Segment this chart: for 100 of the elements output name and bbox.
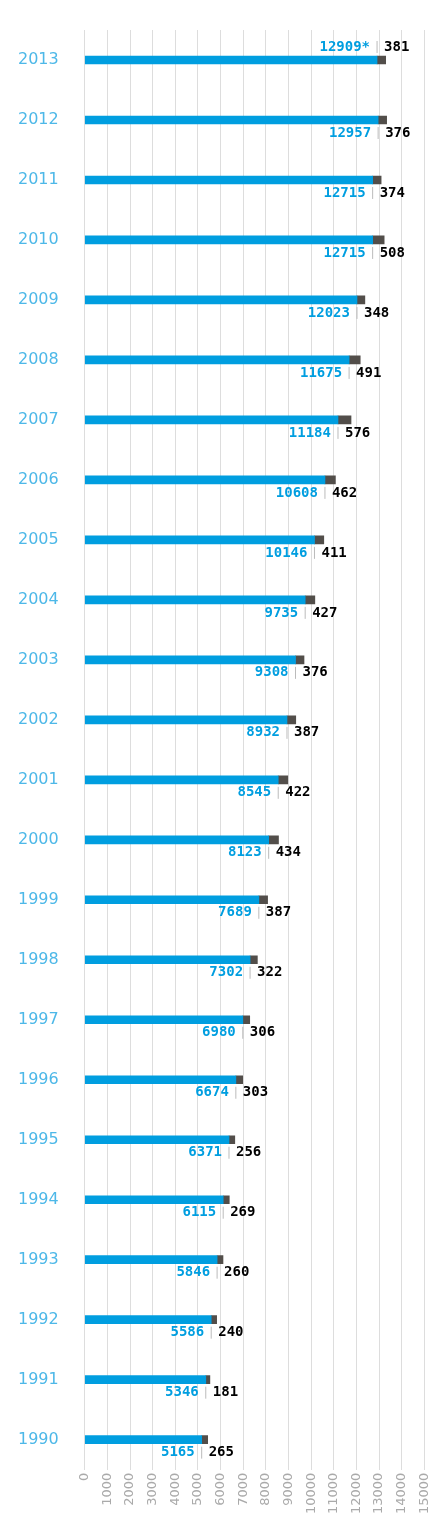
y-tick-label: 2010: [18, 229, 59, 249]
data-label: 348: [363, 303, 390, 320]
data-label: 8932: [246, 723, 280, 740]
bar: [201, 1435, 209, 1444]
data-label: 491: [356, 363, 382, 380]
data-label: 427: [312, 603, 338, 620]
bar: [84, 895, 260, 905]
data-label: 322: [257, 963, 283, 980]
data-label: 387: [293, 723, 320, 740]
y-tick-label: 1998: [18, 948, 59, 968]
bar: [84, 535, 315, 545]
bar: [216, 1255, 224, 1265]
x-tick-label: 6000: [211, 1472, 227, 1506]
data-label: 265: [208, 1443, 234, 1460]
data-label: 9735: [264, 603, 299, 620]
bar: [84, 235, 373, 245]
bar: [268, 835, 279, 845]
data-label: 411: [321, 543, 347, 560]
bar: [84, 715, 288, 725]
bar: [84, 115, 379, 125]
bar: [84, 1315, 212, 1325]
y-tick-label: 2005: [18, 529, 59, 549]
bar: [84, 1135, 230, 1145]
x-tick-label: 14000: [393, 1472, 409, 1514]
y-tick-label: 1999: [18, 888, 59, 908]
y-tick-label: 2001: [18, 768, 59, 788]
bar: [84, 1015, 244, 1025]
data-label: 306: [249, 1023, 276, 1040]
x-tick-label: 1000: [98, 1472, 114, 1506]
data-label: 387: [265, 903, 292, 920]
y-tick-label: 1997: [18, 1008, 59, 1028]
bar: [249, 955, 258, 965]
y-tick-label: 2004: [18, 589, 59, 609]
data-label: 374: [379, 183, 405, 200]
data-label: 434: [275, 843, 301, 860]
data-label: 6371: [188, 1143, 222, 1160]
data-label: 422: [285, 783, 311, 800]
data-label: 5586: [170, 1323, 205, 1340]
x-tick-label: 0: [76, 1472, 92, 1481]
x-tick-label: 10000: [302, 1472, 318, 1514]
data-label: 12715: [323, 243, 366, 260]
data-label: 10146: [265, 543, 308, 560]
bar: [84, 775, 279, 785]
bar: [84, 1195, 224, 1205]
bar: [348, 355, 361, 365]
data-label: 12715: [323, 183, 366, 200]
x-tick-label: 4000: [166, 1472, 182, 1506]
data-label: 10608: [275, 483, 318, 500]
bar: [258, 895, 268, 905]
bar: [84, 835, 269, 845]
bar: [84, 1255, 218, 1265]
bar: [84, 415, 339, 425]
bar: [324, 475, 336, 485]
bar: [84, 475, 326, 485]
data-label: 12957: [328, 123, 372, 140]
y-tick-label: 1993: [18, 1248, 59, 1268]
x-tick-label: 13000: [370, 1472, 386, 1514]
data-label: 181: [212, 1383, 239, 1400]
x-tick-label: 2000: [121, 1472, 137, 1506]
data-label: 381: [384, 37, 410, 54]
data-label: 376: [302, 663, 328, 680]
data-label: 12023: [307, 303, 350, 320]
bar: [84, 595, 306, 605]
data-label: 8545: [237, 783, 272, 800]
x-tick-label: 15000: [415, 1472, 431, 1514]
y-tick-label: 1995: [18, 1128, 59, 1148]
data-label: 6980: [202, 1023, 236, 1040]
bar: [277, 775, 289, 785]
data-label: 462: [331, 483, 358, 500]
y-tick-label: 2007: [18, 409, 59, 429]
x-tick-label: 3000: [144, 1472, 160, 1506]
bar: [84, 175, 373, 185]
data-label: 7302: [209, 963, 244, 980]
bar: [377, 115, 387, 125]
y-tick-label: 1994: [18, 1188, 59, 1208]
data-label: 269: [230, 1203, 256, 1220]
data-label: 576: [344, 423, 371, 440]
data-label: 5846: [176, 1263, 211, 1280]
y-tick-label: 2002: [18, 708, 59, 728]
bar: [84, 295, 358, 305]
bar: [84, 1435, 203, 1444]
x-tick-label: 11000: [325, 1472, 341, 1514]
bar: [84, 55, 378, 65]
bar: [228, 1135, 236, 1145]
y-tick-label: 1996: [18, 1068, 59, 1088]
data-label: 6674: [195, 1083, 229, 1100]
data-label: 240: [218, 1323, 244, 1340]
y-tick-label: 2012: [18, 109, 59, 129]
bar: [84, 1075, 237, 1085]
data-label: 11675: [299, 363, 343, 380]
x-tick-label: 9000: [279, 1472, 295, 1506]
bar: [235, 1075, 244, 1085]
data-label: 303: [242, 1083, 269, 1100]
data-label: 256: [235, 1143, 262, 1160]
data-label: 8123: [227, 843, 262, 860]
y-tick-label: 1992: [18, 1308, 59, 1328]
bar: [84, 955, 251, 965]
y-tick-label: 2006: [18, 469, 59, 489]
bar: [84, 355, 350, 365]
x-tick-label: 8000: [257, 1472, 273, 1506]
